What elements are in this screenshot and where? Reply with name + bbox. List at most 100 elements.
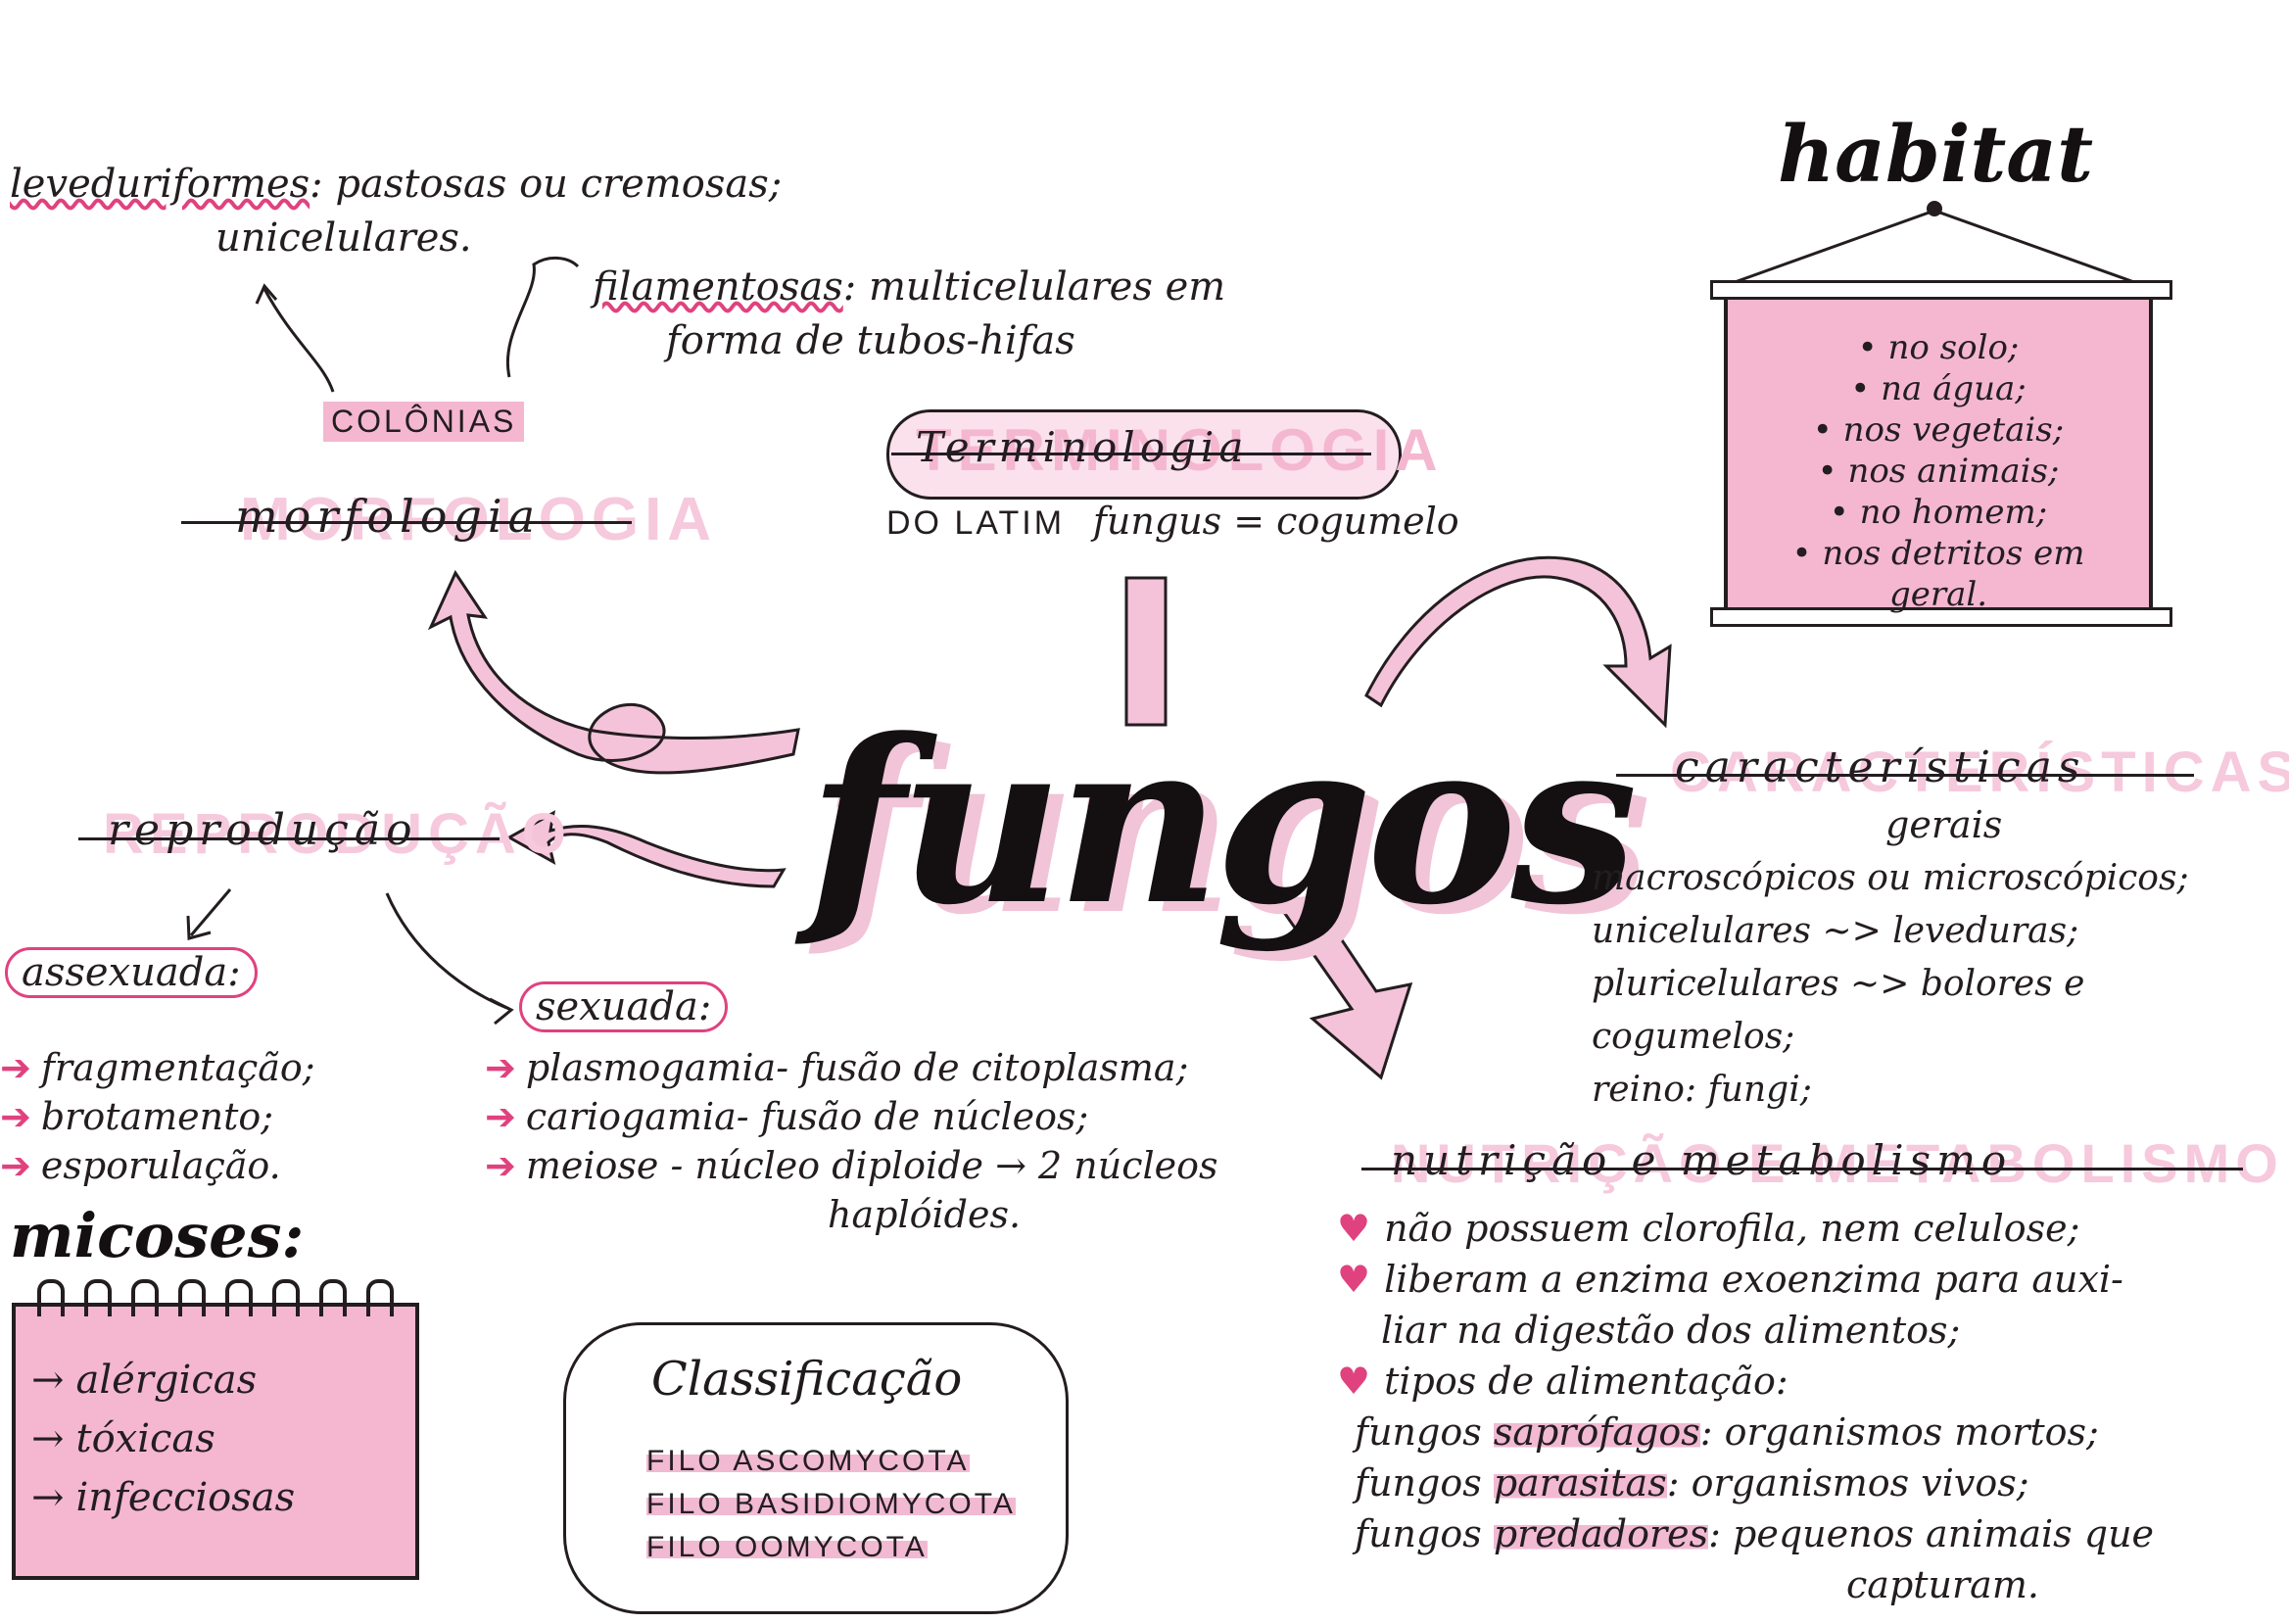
sexuada-item: ➔ meiose - núcleo diploide → 2 núcleos [485,1141,1218,1190]
colonias-right-arrow [505,257,580,378]
micoses-heading: micoses: [10,1200,305,1271]
reproducao-heading-script: reprodução [108,805,418,855]
notepad-ring [225,1279,253,1316]
habitat-item: geral. [1888,575,1988,614]
notepad-ring [272,1279,300,1316]
sexuada-arrowhead [489,997,514,1026]
habitat-item: • nos detritos em [1791,534,2085,573]
sexuada-label: sexuada: [519,981,729,1032]
sexuada-item: ➔ cariogamia- fusão de núcleos; [485,1092,1218,1141]
classificacao-item: FILO OOMYCOTA [646,1526,1016,1569]
reproducao-heading-shadow: reprodução [103,802,572,866]
morfologia-heading-stroke [181,521,632,524]
sexuada-arrow [385,892,510,1011]
arrow-icon: ➔ [485,1095,516,1138]
habitat-item: • nos animais; [1817,452,2060,491]
reproducao-heading: reprodução [103,801,572,867]
assexuada-list: ➔ fragmentação; ➔ brotamento; ➔ esporulação… [0,1043,315,1190]
caracteristicas-list: macroscópicos ou microscópicos; unicelul… [1592,852,2289,1117]
arrow-icon: ➔ [0,1144,31,1187]
notepad-ring [37,1279,65,1316]
type-prefix: fungos [1355,1410,1482,1454]
habitat-board: • no solo; • na água; • nos vegetais; • … [1710,280,2172,627]
caracteristicas-arrow [1364,555,1672,729]
habitat-list: • no solo; • na água; • nos vegetais; • … [1738,327,2139,615]
nutricao-bullet-text: liberam a enzima exoenzima para auxi- [1384,1258,2123,1301]
nutricao-list: ♥ não possuem clorofila, nem celulose; ♥ l… [1337,1203,2277,1610]
morfologia-heading-script: morfologia [235,490,542,543]
nutricao-type: fungos parasitas: organismos vivos; [1337,1457,2277,1508]
sexuada-item-text: meiose - núcleo diploide → 2 núcleos [525,1144,1218,1187]
assexuada-item: ➔ esporulação. [0,1141,315,1190]
filamentosas-line: filamentosas: multicelulares em [593,264,1225,310]
main-title: fungos [808,691,1638,955]
nutricao-bullet: ♥ tipos de alimentação: [1337,1356,2277,1407]
latim-text: fungus = cogumelo [1092,500,1459,543]
type-term: predadores [1493,1512,1709,1555]
nutricao-last-continuation: capturam. [1846,1563,2039,1606]
arrow-icon: ➔ [0,1095,31,1138]
nutricao-bullet-continuation: liar na digestão dos alimentos; [1381,1309,1961,1352]
nutricao-bullet: ♥ liberam a enzima exoenzima para auxi- [1337,1254,2277,1305]
heart-icon: ♥ [1337,1258,1371,1301]
caracteristicas-line: pluricelulares ~> bolores e cogumelos; [1592,964,2085,1057]
assexuada-item-text: esporulação. [40,1144,281,1187]
type-term: parasitas [1493,1461,1667,1505]
classificacao-item: FILO BASIDIOMYCOTA [646,1483,1016,1526]
classificacao-item-text: FILO ASCOMYCOTA [646,1445,970,1477]
reproducao-heading-stroke [78,837,500,840]
type-term: saprófagos [1493,1410,1700,1454]
caracteristicas-heading: características [1670,740,2289,805]
colonias-text: COLÔNIAS [331,404,517,439]
sexuada-item-text: cariogamia- fusão de núcleos; [525,1095,1089,1138]
type-prefix: fungos [1355,1461,1482,1505]
caracteristicas-line: reino: fungi; [1592,1070,1812,1110]
classificacao-item: FILO ASCOMYCOTA [646,1440,1016,1483]
notepad-ring [366,1279,394,1316]
caracteristicas-heading-script: características [1675,742,2086,792]
assexuada-item: ➔ brotamento; [0,1092,315,1141]
caracteristicas-subheading: gerais [1885,803,2003,846]
classificacao-list: FILO ASCOMYCOTA FILO BASIDIOMYCOTA FILO … [646,1440,1016,1569]
notepad-ring [84,1279,112,1316]
terminologia-heading-script: Terminologia [916,423,1249,471]
nutricao-arrow [1280,894,1413,1080]
micoses-item-text: tóxicas [75,1416,215,1461]
nutricao-type: fungos predadores: pequenos animais que [1337,1508,2277,1559]
habitat-board-bottom-rod [1710,607,2172,627]
assexuada-item: ➔ fragmentação; [0,1043,315,1092]
assexuada-label-text: assexuada: [5,947,258,998]
nutricao-heading: nutrição e metabolismo [1391,1131,2284,1195]
assexuada-label: assexuada: [5,947,258,998]
assexuada-item-text: fragmentação; [40,1046,315,1089]
micoses-notepad: → alérgicas → tóxicas → infecciosas [12,1279,419,1580]
habitat-nail [1927,201,1942,216]
heart-icon: ♥ [1337,1207,1371,1250]
arrow-icon: → [31,1358,65,1403]
habitat-hanger [1723,209,2146,288]
nutricao-heading-script: nutrição e metabolismo [1391,1136,2013,1184]
notepad-ring [319,1279,347,1316]
micoses-item: → alérgicas [31,1351,295,1409]
caracteristicas-line: unicelulares ~> leveduras; [1592,911,2079,951]
type-desc: : pequenos animais que [1708,1512,2155,1555]
micoses-item-text: infecciosas [75,1475,296,1520]
type-desc: : organismos mortos; [1699,1410,2099,1454]
terminologia-heading: Terminologia [916,416,1444,484]
habitat-board-top-rod [1710,280,2172,300]
filamentosas-desc: : multicelulares em [842,264,1226,310]
arrow-icon: ➔ [0,1046,31,1089]
nutricao-heading-shadow: nutrição e metabolismo [1391,1132,2284,1194]
morfologia-heading: morfologia [240,485,717,554]
micoses-list: → alérgicas → tóxicas → infecciosas [31,1351,295,1527]
reproducao-arrow [505,810,787,888]
nutricao-heading-stroke [1361,1168,2243,1170]
leveduriformes-line-2: unicelulares. [215,215,472,261]
assexuada-arrowhead [186,915,212,940]
arrow-icon: → [31,1416,65,1461]
sexuada-item: ➔ plasmogamia- fusão de citoplasma; [485,1043,1218,1092]
micoses-item-text: alérgicas [75,1358,258,1403]
filamentosas-line-2: forma de tubos-hifas [666,318,1075,363]
colonias-label: COLÔNIAS [323,402,525,442]
